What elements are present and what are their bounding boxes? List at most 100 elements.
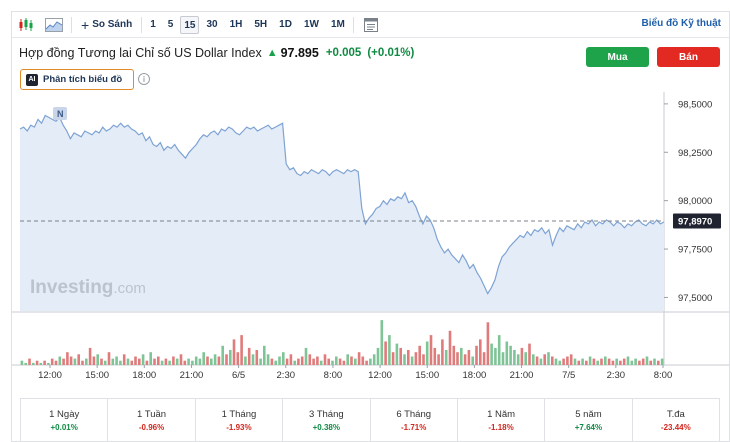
period-cell[interactable]: 1 Tuần -0.96% bbox=[108, 399, 196, 441]
volume-bar bbox=[573, 358, 577, 365]
volume-bar bbox=[604, 356, 607, 365]
period-cell[interactable]: 5 năm +7.64% bbox=[545, 399, 633, 441]
volume-bar bbox=[532, 354, 535, 365]
interval-1w[interactable]: 1W bbox=[303, 18, 319, 30]
volume-bar bbox=[607, 358, 611, 365]
volume-bar bbox=[422, 354, 425, 365]
x-tick-label: 6/5 bbox=[232, 370, 245, 381]
interval-1m[interactable]: 1M bbox=[330, 18, 345, 30]
interval-15[interactable]: 15 bbox=[180, 15, 200, 34]
x-tick-label: 15:00 bbox=[85, 370, 109, 381]
sell-button[interactable]: Bán bbox=[657, 47, 720, 67]
volume-bar bbox=[399, 347, 402, 365]
x-tick-label: 18:00 bbox=[132, 370, 156, 381]
volume-bar bbox=[433, 347, 437, 365]
volume-bar bbox=[562, 358, 565, 365]
volume-bar bbox=[581, 358, 584, 365]
volume-bar bbox=[372, 354, 376, 365]
indicators-icon[interactable] bbox=[357, 14, 385, 36]
volume-bar bbox=[251, 354, 255, 365]
volume-bar bbox=[323, 354, 327, 365]
toolbar-divider bbox=[141, 16, 143, 33]
volume-bar bbox=[619, 360, 622, 365]
x-tick-label: 7/5 bbox=[562, 370, 575, 381]
volume-bar bbox=[130, 360, 134, 365]
chart-toolbar: + So Sánh 1 5 15 30 1H 5H 1D 1W 1M Biểu đồ Kỹ th… bbox=[12, 12, 729, 38]
interval-1d[interactable]: 1D bbox=[279, 18, 292, 30]
period-value: -23.44% bbox=[660, 422, 691, 432]
period-cell[interactable]: 1 Tháng -1.93% bbox=[196, 399, 284, 441]
interval-1h[interactable]: 1H bbox=[229, 18, 243, 30]
period-cell[interactable]: 6 Tháng -1.71% bbox=[371, 399, 458, 441]
period-label: 1 Ngày bbox=[49, 408, 80, 420]
volume-bar bbox=[460, 347, 463, 365]
volume-bar bbox=[304, 347, 308, 365]
interval-5h[interactable]: 5H bbox=[254, 18, 268, 30]
volume-bar bbox=[138, 358, 141, 365]
period-cell[interactable]: T.đa -23.44% bbox=[633, 399, 719, 441]
volume-bar bbox=[206, 356, 209, 365]
volume-bar bbox=[395, 343, 399, 365]
chart-plot-area: 98,5000 98,2500 98,0000 97,7500 97,5000 97,89… bbox=[12, 92, 729, 381]
volume-bar bbox=[471, 356, 474, 365]
volume-bar bbox=[191, 360, 194, 365]
volume-bar bbox=[47, 362, 50, 365]
volume-bar bbox=[92, 356, 96, 365]
volume-bar bbox=[187, 358, 190, 365]
technical-chart-link[interactable]: Biểu đồ Kỹ thuật bbox=[641, 18, 721, 29]
volume-bar bbox=[134, 356, 137, 365]
volume-bar bbox=[520, 347, 524, 365]
interval-30[interactable]: 30 bbox=[206, 18, 218, 30]
info-icon[interactable]: i bbox=[138, 73, 150, 85]
volume-bar bbox=[596, 360, 599, 365]
volume-bar bbox=[278, 356, 281, 365]
plus-icon: + bbox=[81, 16, 90, 33]
toolbar-divider bbox=[352, 16, 354, 33]
volume-bar bbox=[391, 352, 395, 365]
period-cell[interactable]: 3 Tháng +0.38% bbox=[283, 399, 371, 441]
chart-widget: + So Sánh 1 5 15 30 1H 5H 1D 1W 1M Biểu đồ Kỹ th… bbox=[11, 11, 730, 442]
volume-bar bbox=[539, 358, 543, 365]
volume-bar bbox=[289, 354, 293, 365]
volume-bar bbox=[232, 339, 236, 365]
price-chart[interactable]: 98,5000 98,2500 98,0000 97,7500 97,5000 97,89… bbox=[12, 12, 729, 392]
volume-bar bbox=[50, 358, 54, 365]
volume-bar bbox=[119, 360, 122, 365]
volume-bar bbox=[160, 360, 164, 365]
last-price: 97.895 bbox=[280, 46, 319, 60]
volume-bar bbox=[524, 352, 527, 365]
volume-bar bbox=[32, 362, 35, 365]
volume-bar bbox=[649, 360, 652, 365]
volume-bar bbox=[475, 345, 478, 365]
period-cell[interactable]: 1 Năm -1.18% bbox=[458, 399, 546, 441]
volume-bar bbox=[380, 320, 384, 365]
candlestick-icon[interactable] bbox=[12, 14, 40, 36]
volume-bar bbox=[308, 354, 312, 365]
x-tick-label: 8:00 bbox=[324, 370, 343, 381]
volume-bar bbox=[577, 360, 581, 365]
volume-bar bbox=[66, 352, 69, 365]
volume-bar bbox=[69, 356, 73, 365]
buy-button[interactable]: Mua bbox=[586, 47, 649, 67]
volume-bar bbox=[569, 354, 573, 365]
interval-5[interactable]: 5 bbox=[167, 18, 174, 30]
volume-bar bbox=[172, 356, 175, 365]
interval-1[interactable]: 1 bbox=[150, 18, 156, 30]
volume-bar bbox=[62, 358, 65, 365]
volume-bar bbox=[588, 356, 592, 365]
news-marker-label: N bbox=[57, 109, 64, 119]
up-arrow-icon: ▲ bbox=[266, 47, 278, 59]
volume-bar bbox=[437, 354, 440, 365]
ai-chart-analysis-button[interactable]: AI Phân tích biểu đồ bbox=[20, 69, 134, 90]
volume-bar bbox=[145, 360, 149, 365]
period-label: 6 Tháng bbox=[396, 408, 432, 420]
volume-bar bbox=[244, 356, 247, 365]
price-area bbox=[20, 115, 664, 311]
x-tick-label: 15:00 bbox=[415, 370, 439, 381]
y-tick-label: 98,0000 bbox=[678, 196, 712, 207]
volume-bar bbox=[54, 360, 58, 365]
period-cell[interactable]: 1 Ngày +0.01% bbox=[21, 399, 109, 441]
compare-button[interactable]: + So Sánh bbox=[75, 16, 138, 33]
page-title: Hợp đồng Tương lai Chỉ số US Dollar Inde… bbox=[19, 46, 262, 60]
area-chart-icon[interactable] bbox=[40, 14, 68, 36]
